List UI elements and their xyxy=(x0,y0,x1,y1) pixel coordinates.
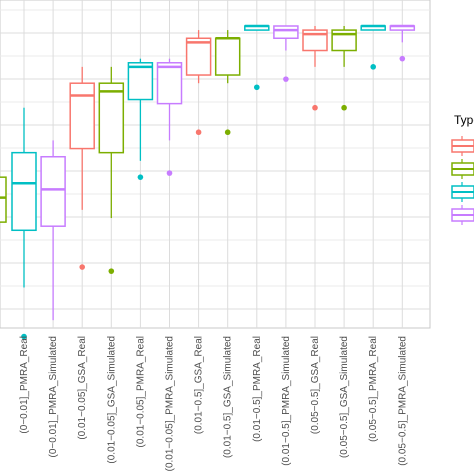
box-outlier xyxy=(224,129,231,136)
box xyxy=(127,58,154,180)
box xyxy=(273,25,299,82)
box xyxy=(302,26,328,111)
box-outlier xyxy=(137,174,144,180)
x-tick-label: (0.05−0.5]_PMRA_Simulated xyxy=(397,336,408,466)
box-outlier xyxy=(108,268,115,274)
box-series xyxy=(0,24,416,340)
partial-box xyxy=(0,176,7,223)
box xyxy=(360,24,386,70)
legend-key xyxy=(451,159,474,179)
box-outlier xyxy=(370,64,377,70)
box-body xyxy=(214,37,241,76)
box-body xyxy=(11,151,37,232)
x-tick-label: (0.01−0.5]_PMRA_Real xyxy=(252,336,263,442)
box xyxy=(11,107,37,340)
box-outlier xyxy=(195,129,202,136)
box-outlier xyxy=(312,104,318,111)
box xyxy=(156,58,183,176)
box-outlier xyxy=(341,104,347,111)
box xyxy=(98,66,125,274)
x-tick-label: (0.05−0.5]_PMRA_Real xyxy=(368,336,379,442)
legend-key xyxy=(451,182,474,202)
legend-title: Type xyxy=(454,113,474,127)
box-outlier xyxy=(253,84,260,91)
box xyxy=(389,24,416,62)
legend-key xyxy=(451,205,474,225)
x-tick-label: (0.05−0.5]_GSA_Simulated xyxy=(339,336,350,458)
legend-key xyxy=(451,136,474,156)
box-body xyxy=(69,82,95,150)
box xyxy=(185,30,212,136)
x-tick-label: (0.01−0.05]_GSA_Real xyxy=(77,336,88,440)
grid-lines xyxy=(0,0,430,328)
x-tick-labels: (0−0.01]_PMRA_Real (0−0.01]_PMRA_Simulate… xyxy=(19,336,408,471)
x-tick-label: (0.01−0.5]_PMRA_Simulated xyxy=(281,336,292,466)
box-outlier xyxy=(79,264,85,270)
box-outlier xyxy=(21,333,27,340)
box xyxy=(331,26,357,111)
box xyxy=(40,140,66,321)
box xyxy=(69,66,95,270)
x-tick-label: (0.01−0.05]_PMRA_Simulated xyxy=(165,336,176,471)
x-tick-label: (0.01−0.05]_GSA_Simulated xyxy=(106,336,117,464)
x-tick-label: (0.01−0.5]_GSA_Real xyxy=(194,336,205,434)
legend: Type xyxy=(451,113,474,225)
box xyxy=(214,30,241,136)
x-tick-label: (0.05−0.5]_GSA_Real xyxy=(310,336,321,434)
box-body xyxy=(98,82,125,154)
box-body xyxy=(156,62,183,105)
box-outlier xyxy=(166,170,173,176)
box-outlier xyxy=(399,55,406,62)
box-body xyxy=(127,62,154,101)
x-tick-label: (0.01−0.05]_PMRA_Real xyxy=(135,336,146,447)
box-outlier xyxy=(283,76,289,82)
box-body xyxy=(185,37,212,76)
box-body xyxy=(273,25,299,40)
box xyxy=(244,24,270,91)
x-tick-label: (0−0.01]_PMRA_Real xyxy=(19,336,30,434)
x-tick-label: (0.01−0.5]_GSA_Simulated xyxy=(223,336,234,458)
x-tick-label: (0−0.01]_PMRA_Simulated xyxy=(48,336,59,457)
box-body xyxy=(40,155,66,227)
